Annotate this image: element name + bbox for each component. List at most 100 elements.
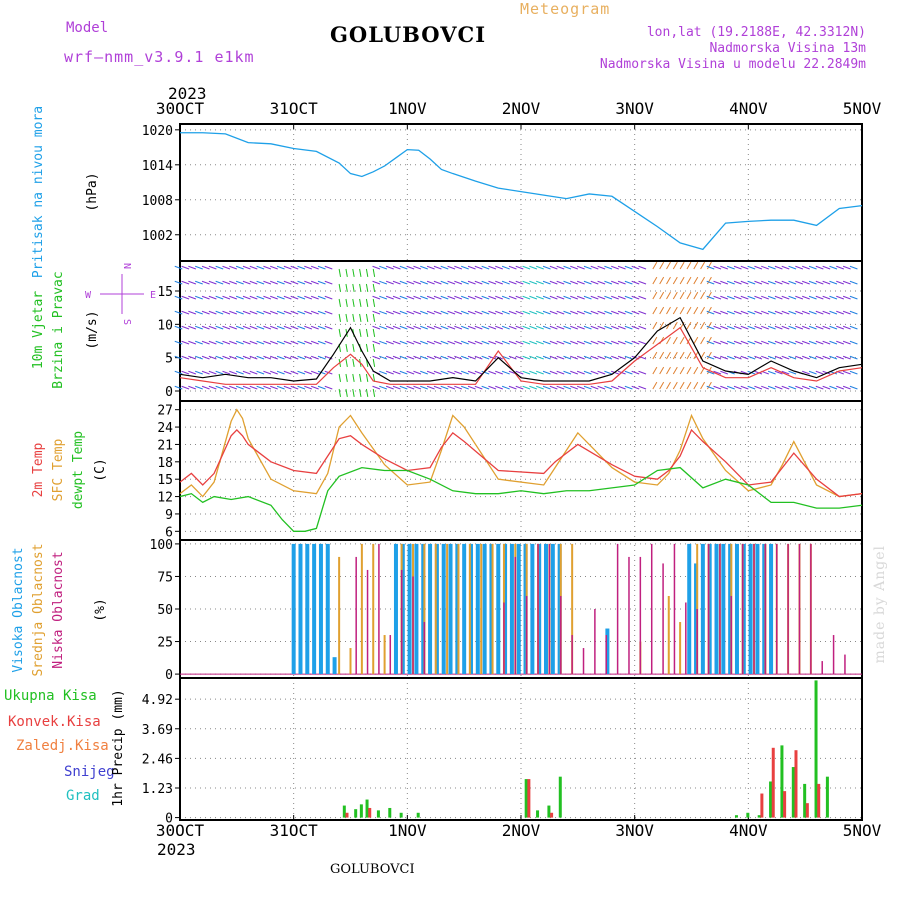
cloud-bar-low (605, 635, 607, 675)
wind-arrow (386, 265, 394, 270)
wind-arrow (365, 343, 369, 352)
wind-arrow (242, 325, 251, 330)
wind-arrow (208, 355, 217, 360)
wind-arrow (229, 310, 238, 315)
wind-arrow (815, 325, 824, 330)
wind-arrow (740, 295, 749, 300)
wind-arrow (256, 265, 265, 270)
wind-arrow (849, 280, 858, 285)
wind-arrow (249, 325, 258, 330)
cloud-bar-high (475, 543, 480, 675)
wind-arrow (700, 291, 706, 300)
wind-arrow (720, 265, 729, 270)
wind-arrow (747, 265, 756, 270)
pressure-line (180, 132, 863, 251)
wind-arrow (808, 370, 817, 375)
wind-arrow (556, 325, 565, 330)
wind-arrow (624, 280, 633, 285)
y-tick-label: 100 (150, 538, 173, 553)
precip-bar-total (558, 776, 562, 818)
wind-arrow (822, 370, 831, 375)
y-tick-label: 1020 (142, 124, 173, 139)
wind-arrow (433, 325, 442, 330)
cloud-bar-low (537, 543, 539, 675)
cloud-bar-low (810, 543, 812, 675)
wind-arrow (467, 265, 476, 270)
wind-arrow (556, 280, 565, 285)
wind-arrow (597, 370, 606, 375)
wind-arrow (659, 321, 665, 330)
wind-arrow (426, 355, 435, 360)
wind-arrow (522, 325, 531, 330)
wind-arrow (426, 370, 435, 375)
cloud-bar-high (400, 543, 405, 675)
cloud-bar-high (728, 543, 733, 675)
wind-arrow (454, 355, 463, 360)
wind-arrow (549, 265, 558, 270)
wind-arrow (679, 306, 685, 315)
wind-arrow (256, 295, 265, 300)
wind-arrow (666, 336, 671, 345)
precip-bar-total (354, 809, 358, 818)
wind-arrow (638, 340, 647, 345)
wind-arrow (229, 340, 238, 345)
cloud-bar-high (441, 543, 446, 675)
wind-arrow (263, 370, 272, 375)
wind-arrow (352, 373, 355, 382)
wind-arrow (802, 310, 810, 315)
wind-arrow (501, 325, 510, 330)
wind-arrow (727, 355, 735, 360)
wind-arrow (686, 381, 692, 390)
wind-arrow (700, 261, 706, 270)
wind-arrow (372, 385, 381, 390)
wind-arrow (583, 370, 592, 375)
wind-arrow (727, 310, 735, 315)
wind-arrow (617, 325, 626, 330)
wind-arrow (181, 310, 190, 315)
wind-arrow (215, 385, 224, 390)
wind-arrow (433, 310, 442, 315)
cloud-bar-mid (480, 543, 483, 675)
wind-arrow (188, 310, 197, 315)
wind-arrow (536, 295, 544, 300)
wind-arrow (242, 355, 251, 360)
wind-arrow (761, 265, 769, 270)
wind-arrow (359, 283, 362, 292)
cloud-bar-high (503, 543, 508, 675)
wind-arrow (570, 295, 579, 300)
wind-arrow (188, 340, 197, 345)
precip-bar-total (814, 680, 818, 818)
wind-arrow (802, 385, 810, 390)
pressure-axis-label: Pritisak na nivou mora (31, 106, 46, 278)
wind-arrow (542, 295, 551, 300)
year-label-top: 2023 (168, 84, 207, 103)
wind-arrow (767, 325, 776, 330)
wind-arrow (317, 340, 326, 345)
temp-2m-line (179, 428, 863, 498)
wind-arrow (365, 298, 369, 307)
wind-arrow (338, 328, 342, 337)
cloud-bar-low (662, 563, 664, 675)
wind-arrow (727, 340, 735, 345)
wind-arrow (317, 325, 326, 330)
wind-arrow (501, 265, 510, 270)
wind-arrow (413, 310, 422, 315)
cloud-bar-mid (457, 543, 460, 675)
wind-arrow (310, 280, 319, 285)
wind-arrow (740, 325, 749, 330)
wind-arrow (659, 381, 665, 390)
wind-arrow (467, 325, 476, 330)
wind-arrow (467, 370, 476, 375)
cloud-bar-high (489, 543, 494, 675)
wind-arrow (795, 295, 804, 300)
cloud-bar-high (312, 543, 317, 675)
wind-arrow (208, 370, 217, 375)
cloud-bar-low (616, 543, 619, 675)
wind-arrow (495, 325, 503, 330)
model-label: Model (66, 20, 109, 36)
wind-arrow (181, 280, 190, 285)
wind-arrow (693, 291, 699, 300)
wind-arrow (836, 325, 844, 330)
cloud-bar-low (832, 635, 835, 675)
cloud-bar-mid (571, 543, 574, 675)
